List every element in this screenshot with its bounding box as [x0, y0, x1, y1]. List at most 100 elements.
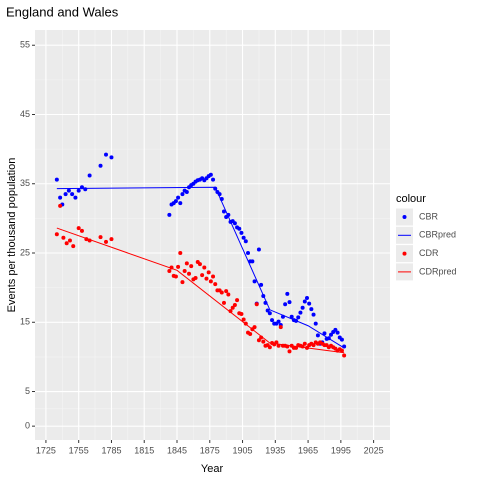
- y-tick-label: 35: [20, 178, 30, 188]
- point: [197, 262, 202, 267]
- point: [309, 307, 314, 312]
- point: [252, 279, 257, 284]
- x-axis-label: Year: [201, 463, 224, 475]
- point: [333, 327, 338, 332]
- point: [250, 259, 255, 264]
- point: [259, 282, 264, 287]
- point: [180, 192, 185, 197]
- point: [230, 305, 235, 310]
- point: [235, 298, 240, 303]
- point: [226, 292, 231, 297]
- point: [252, 325, 257, 330]
- point: [283, 302, 288, 307]
- point: [302, 341, 307, 346]
- point: [339, 348, 344, 353]
- panel: [35, 30, 390, 440]
- point: [211, 274, 216, 279]
- point: [241, 317, 246, 322]
- x-tick-label: 1815: [134, 445, 154, 455]
- point: [79, 228, 84, 233]
- point: [300, 305, 305, 310]
- x-tick-label: 1845: [167, 445, 187, 455]
- point: [104, 239, 108, 244]
- point: [178, 251, 183, 256]
- point: [208, 172, 213, 177]
- point: [109, 155, 114, 160]
- point: [54, 177, 59, 182]
- legend-point: [402, 215, 407, 219]
- point: [70, 192, 75, 197]
- point: [176, 195, 181, 200]
- y-tick-label: 45: [20, 109, 30, 119]
- y-tick-label: 25: [20, 247, 30, 257]
- x-tick-label: 1875: [200, 445, 220, 455]
- point: [304, 296, 309, 301]
- point: [232, 302, 237, 307]
- point: [322, 331, 327, 336]
- point: [208, 279, 213, 284]
- point: [202, 265, 207, 270]
- legend-point: [402, 251, 407, 256]
- point: [243, 239, 248, 244]
- point: [104, 152, 108, 157]
- point: [287, 300, 292, 305]
- point: [184, 261, 189, 266]
- point: [329, 332, 334, 337]
- point: [184, 190, 189, 195]
- pred-line: [56, 227, 345, 354]
- x-tick-label: 1785: [101, 445, 121, 455]
- point: [98, 235, 103, 240]
- point: [87, 173, 92, 178]
- point: [71, 244, 76, 249]
- point: [241, 235, 246, 240]
- point: [232, 221, 237, 226]
- point: [339, 337, 344, 342]
- point: [187, 271, 192, 276]
- point: [180, 280, 185, 285]
- point: [58, 195, 63, 200]
- pred-line: [56, 186, 345, 349]
- point: [224, 289, 229, 294]
- legend-label: CBR: [419, 211, 439, 221]
- point: [265, 308, 270, 313]
- point: [66, 188, 71, 193]
- point: [76, 188, 81, 193]
- y-tick-label: 0: [25, 421, 30, 431]
- point: [206, 270, 211, 275]
- x-tick-label: 1905: [233, 445, 253, 455]
- point: [237, 226, 242, 231]
- point: [335, 330, 340, 335]
- point: [239, 311, 244, 316]
- y-axis-label: Events per thousand population: [6, 158, 18, 313]
- point: [285, 291, 290, 296]
- point: [189, 264, 194, 269]
- point: [54, 232, 59, 237]
- legend-title: colour: [396, 193, 426, 205]
- point: [193, 275, 198, 280]
- x-tick-label: 1995: [331, 445, 351, 455]
- chart-title: England and Wales: [6, 4, 119, 19]
- x-tick-label: 1755: [69, 445, 89, 455]
- point: [73, 195, 78, 200]
- x-tick-label: 1935: [265, 445, 285, 455]
- point: [287, 349, 292, 354]
- point: [239, 230, 244, 235]
- point: [64, 241, 69, 246]
- point: [167, 269, 172, 274]
- point: [261, 339, 266, 344]
- point: [76, 226, 81, 231]
- point: [267, 345, 272, 350]
- point: [173, 274, 178, 279]
- y-tick-label: 5: [25, 386, 30, 396]
- point: [254, 302, 259, 307]
- point: [98, 163, 103, 168]
- x-tick-label: 1725: [36, 445, 56, 455]
- point: [246, 251, 250, 256]
- point: [296, 315, 301, 320]
- legend-label: CDRpred: [419, 266, 457, 276]
- point: [204, 276, 209, 281]
- point: [342, 353, 347, 358]
- point: [298, 310, 303, 315]
- point: [182, 269, 187, 274]
- point: [221, 209, 226, 214]
